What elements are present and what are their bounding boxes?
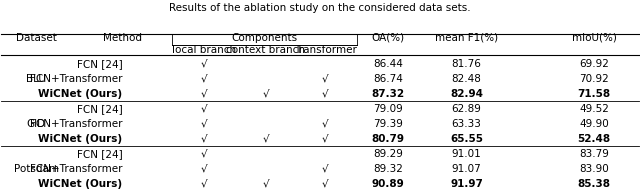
Text: 83.79: 83.79 bbox=[579, 149, 609, 159]
Text: 81.76: 81.76 bbox=[452, 59, 481, 69]
Text: 87.32: 87.32 bbox=[372, 89, 404, 99]
Text: FCN [24]: FCN [24] bbox=[77, 59, 122, 69]
Text: Components: Components bbox=[232, 33, 298, 43]
Text: 91.07: 91.07 bbox=[452, 164, 481, 174]
Text: 70.92: 70.92 bbox=[579, 74, 609, 84]
Text: √: √ bbox=[201, 89, 207, 99]
Text: √: √ bbox=[322, 134, 328, 144]
Text: √: √ bbox=[262, 179, 269, 188]
Text: √: √ bbox=[322, 119, 328, 129]
Text: 79.09: 79.09 bbox=[373, 104, 403, 114]
Text: 62.89: 62.89 bbox=[452, 104, 481, 114]
Text: √: √ bbox=[201, 59, 207, 69]
Text: mean F1(%): mean F1(%) bbox=[435, 33, 498, 43]
Text: √: √ bbox=[201, 164, 207, 174]
Text: 89.32: 89.32 bbox=[373, 164, 403, 174]
Text: 49.90: 49.90 bbox=[579, 119, 609, 129]
Text: context branch: context branch bbox=[227, 45, 305, 55]
Text: 82.94: 82.94 bbox=[450, 89, 483, 99]
Text: Dataset: Dataset bbox=[16, 33, 57, 43]
Text: √: √ bbox=[322, 179, 328, 188]
Text: WiCNet (Ours): WiCNet (Ours) bbox=[38, 134, 122, 144]
Text: √: √ bbox=[201, 149, 207, 159]
Text: 89.29: 89.29 bbox=[373, 149, 403, 159]
Text: FCN [24]: FCN [24] bbox=[77, 104, 122, 114]
Text: FCN [24]: FCN [24] bbox=[77, 149, 122, 159]
Text: 86.74: 86.74 bbox=[373, 74, 403, 84]
Text: √: √ bbox=[201, 74, 207, 84]
Text: √: √ bbox=[201, 134, 207, 144]
Text: FCN+Transformer: FCN+Transformer bbox=[30, 164, 122, 174]
Text: OA(%): OA(%) bbox=[372, 33, 404, 43]
Text: Transformer: Transformer bbox=[294, 45, 356, 55]
Text: 63.33: 63.33 bbox=[452, 119, 481, 129]
Text: Potsdam: Potsdam bbox=[14, 164, 59, 174]
Text: √: √ bbox=[322, 164, 328, 174]
Text: √: √ bbox=[322, 74, 328, 84]
Text: 79.39: 79.39 bbox=[373, 119, 403, 129]
Text: WiCNet (Ours): WiCNet (Ours) bbox=[38, 179, 122, 188]
Text: mIoU(%): mIoU(%) bbox=[572, 33, 616, 43]
Text: 90.89: 90.89 bbox=[372, 179, 404, 188]
Text: 52.48: 52.48 bbox=[577, 134, 611, 144]
Text: FCN+Transformer: FCN+Transformer bbox=[30, 119, 122, 129]
Text: 69.92: 69.92 bbox=[579, 59, 609, 69]
Text: √: √ bbox=[201, 104, 207, 114]
Text: 91.01: 91.01 bbox=[452, 149, 481, 159]
Text: √: √ bbox=[201, 119, 207, 129]
Text: 71.58: 71.58 bbox=[577, 89, 611, 99]
Text: √: √ bbox=[262, 134, 269, 144]
Text: FCN+Transformer: FCN+Transformer bbox=[30, 74, 122, 84]
Text: WiCNet (Ours): WiCNet (Ours) bbox=[38, 89, 122, 99]
Text: 86.44: 86.44 bbox=[373, 59, 403, 69]
Text: 85.38: 85.38 bbox=[577, 179, 611, 188]
Text: 65.55: 65.55 bbox=[450, 134, 483, 144]
Text: Results of the ablation study on the considered data sets.: Results of the ablation study on the con… bbox=[169, 3, 471, 13]
Text: GID: GID bbox=[27, 119, 46, 129]
Text: 80.79: 80.79 bbox=[372, 134, 404, 144]
Text: 82.48: 82.48 bbox=[452, 74, 481, 84]
Text: 49.52: 49.52 bbox=[579, 104, 609, 114]
Text: √: √ bbox=[262, 89, 269, 99]
Text: Method: Method bbox=[103, 33, 142, 43]
Text: 91.97: 91.97 bbox=[450, 179, 483, 188]
Text: √: √ bbox=[201, 179, 207, 188]
Text: local branch: local branch bbox=[172, 45, 236, 55]
Text: BLU: BLU bbox=[26, 74, 46, 84]
Text: 83.90: 83.90 bbox=[579, 164, 609, 174]
Text: √: √ bbox=[322, 89, 328, 99]
